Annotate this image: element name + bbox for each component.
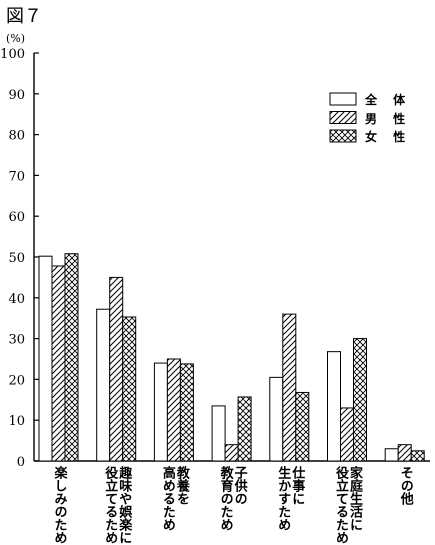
x-tick-label: 家庭生活に 役立てるため — [333, 466, 362, 544]
y-tick-label: 40 — [8, 292, 25, 307]
x-tick-label: 子供の 教育のため — [217, 466, 247, 531]
legend-label: 女 性 — [365, 130, 412, 144]
y-axis-label: (%) — [6, 32, 25, 45]
y-tick-label: 0 — [17, 455, 25, 470]
legend-label: 全 体 — [365, 93, 412, 107]
legend-swatch — [329, 129, 357, 143]
bar — [153, 362, 168, 462]
bar — [64, 253, 79, 462]
bar — [109, 276, 124, 462]
bar — [122, 316, 137, 462]
y-tick-label: 80 — [8, 129, 25, 144]
y-tick-label: 20 — [8, 373, 25, 388]
bar — [282, 313, 297, 462]
y-tick-label: 100 — [0, 47, 25, 62]
bar — [224, 444, 239, 462]
bar — [38, 255, 53, 462]
x-tick-label: その他 — [397, 466, 413, 505]
legend-swatch — [329, 111, 357, 124]
bar — [269, 376, 284, 462]
x-tick-label: 教養を 高めるため — [159, 466, 189, 531]
y-tick-label: 70 — [8, 169, 25, 184]
x-tick-label: 趣味や娯楽に 役立てるため — [102, 466, 132, 544]
x-tick-label: 仕事に 生かすため — [275, 466, 305, 531]
y-tick-label: 30 — [8, 333, 25, 348]
bar — [410, 450, 425, 462]
bar — [51, 265, 66, 462]
bar — [340, 407, 354, 462]
bar — [353, 338, 367, 462]
x-tick-label: 楽しみのため — [51, 466, 67, 544]
bar — [96, 308, 111, 462]
axes: (%) 0 10 20 30 40 50 60 70 80 90 100 — [0, 32, 430, 470]
legend-swatch — [329, 92, 357, 106]
bar — [327, 351, 341, 462]
y-tick-label: 50 — [8, 251, 25, 266]
bar — [384, 448, 399, 462]
bar — [237, 396, 252, 462]
bar — [179, 363, 194, 462]
y-tick-label: 10 — [8, 414, 25, 429]
y-tick-label: 60 — [8, 210, 25, 225]
bar — [295, 391, 310, 462]
bar — [397, 444, 412, 462]
legend-label: 男 性 — [365, 111, 412, 126]
bar — [166, 358, 181, 462]
figure-label: 図７ — [6, 6, 42, 27]
bars — [38, 253, 425, 462]
bar — [211, 405, 226, 462]
y-tick-label: 90 — [8, 88, 25, 103]
legend-swatches — [329, 92, 357, 143]
